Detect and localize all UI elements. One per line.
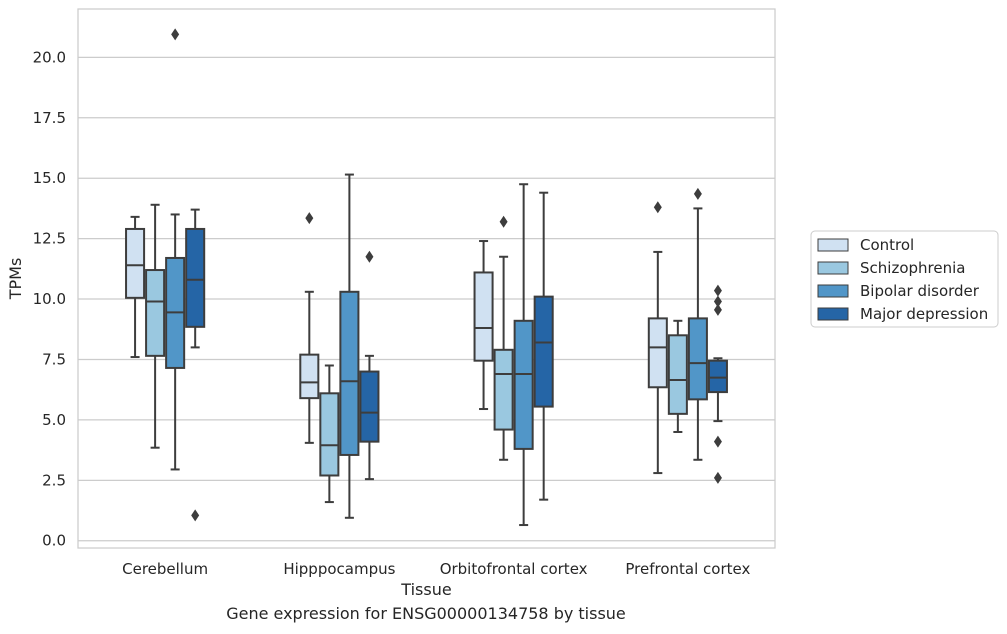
box-body xyxy=(125,227,146,299)
box-schizophrenia xyxy=(319,364,340,504)
box-body xyxy=(687,317,708,401)
legend-swatch xyxy=(817,261,849,275)
outlier-point xyxy=(713,284,722,297)
box-major-depression xyxy=(185,208,206,522)
box-major-depression xyxy=(533,191,554,501)
y-tick-label: 15.0 xyxy=(33,169,66,187)
x-tick-label: Cerebellum xyxy=(122,560,208,578)
outlier-point xyxy=(713,295,722,308)
legend-swatch xyxy=(817,238,849,252)
box-schizophrenia xyxy=(667,319,688,433)
outlier-point xyxy=(693,187,702,200)
outlier-point xyxy=(713,303,722,316)
plot-frame xyxy=(77,8,776,549)
x-axis-label: Tissue xyxy=(400,580,451,599)
box-body xyxy=(647,317,668,389)
box-body xyxy=(319,392,340,477)
outlier-point xyxy=(499,215,508,228)
legend-label: Control xyxy=(860,236,914,254)
box-body xyxy=(145,269,166,357)
box-body xyxy=(473,271,494,362)
box-body xyxy=(339,290,360,456)
box-body xyxy=(185,227,206,328)
box-body xyxy=(359,370,380,443)
box-body xyxy=(493,348,514,431)
box-major-depression xyxy=(359,250,380,481)
y-tick-label: 7.5 xyxy=(42,350,66,368)
legend-label: Major depression xyxy=(860,305,988,323)
outlier-point xyxy=(365,250,374,263)
y-tick-label: 2.5 xyxy=(42,471,66,489)
box-schizophrenia xyxy=(493,215,514,461)
y-tick-label: 17.5 xyxy=(33,109,66,127)
box-body xyxy=(667,334,688,415)
y-tick-label: 20.0 xyxy=(33,48,66,66)
x-tick-label: Orbitofrontal cortex xyxy=(440,560,588,578)
box-body xyxy=(707,359,728,394)
outlier-point xyxy=(713,435,722,448)
box-control xyxy=(647,201,668,475)
x-tick-label: Hipppocampus xyxy=(283,560,395,578)
y-tick-label: 0.0 xyxy=(42,532,66,550)
legend-label: Schizophrenia xyxy=(860,259,965,277)
box-control xyxy=(473,240,494,411)
box-body xyxy=(513,319,534,450)
box-body xyxy=(299,353,320,400)
legend-frame xyxy=(810,230,999,328)
box-major-depression xyxy=(707,284,728,484)
figure-caption: Gene expression for ENSG00000134758 by t… xyxy=(226,604,626,623)
box-body xyxy=(533,295,554,408)
box-bipolar-disorder xyxy=(339,173,360,519)
outlier-point xyxy=(653,201,662,214)
outlier-point xyxy=(305,212,314,225)
y-tick-label: 12.5 xyxy=(33,230,66,248)
legend-swatch xyxy=(817,284,849,298)
outlier-point xyxy=(171,28,180,41)
box-series xyxy=(125,28,728,527)
legend: Control Schizophrenia Bipolar disorder Majo… xyxy=(810,230,999,328)
box-bipolar-disorder xyxy=(513,183,534,527)
box-bipolar-disorder xyxy=(165,28,186,471)
y-axis-ticks: 0.0 2.5 5.0 7.5 10.0 12.5 15.0 17.5 20.0 xyxy=(33,48,66,549)
y-axis-label: TPMs xyxy=(6,258,25,301)
x-axis-ticks: Cerebellum Hipppocampus Orbitofrontal cort… xyxy=(122,560,750,578)
box-control xyxy=(299,212,320,444)
box-control xyxy=(125,215,146,359)
box-schizophrenia xyxy=(145,203,166,449)
y-tick-label: 10.0 xyxy=(33,290,66,308)
y-tick-label: 5.0 xyxy=(42,411,66,429)
box-bipolar-disorder xyxy=(687,187,708,461)
outlier-point xyxy=(713,471,722,484)
x-tick-label: Prefrontal cortex xyxy=(625,560,750,578)
legend-label: Bipolar disorder xyxy=(860,282,980,300)
outlier-point xyxy=(191,509,200,522)
legend-swatch xyxy=(817,307,849,321)
